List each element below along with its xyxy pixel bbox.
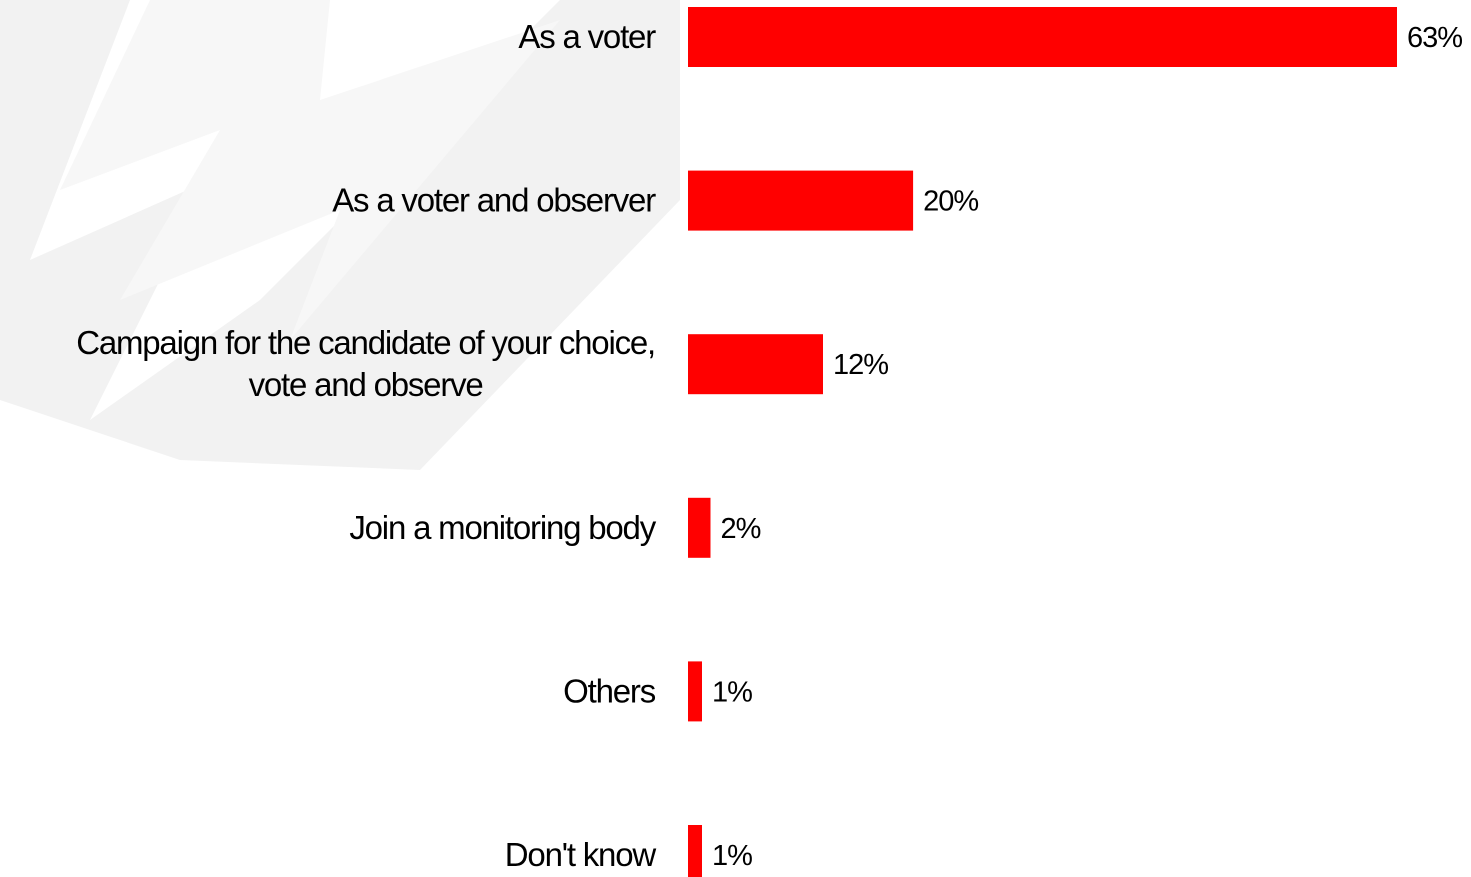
category-label: As a voter [518,18,657,55]
category-label: Join a monitoring body [349,509,658,546]
tick-label: As a voter and observer [332,182,656,219]
category-label: Don't know [505,836,658,873]
tick-label: vote and observe [249,366,483,403]
data-label: 1% [712,840,752,872]
value-labels: 63% 20% 12% 2% 1% 1% [712,22,1463,872]
bar [688,661,702,722]
data-label: 2% [721,513,761,545]
bar [688,334,823,395]
category-label: As a voter and observer [332,182,657,219]
category-label: Campaign for the candidate of your choic… [76,324,656,403]
tick-label: Don't know [505,836,657,873]
data-label: 20% [923,186,978,218]
tick-label: Others [563,672,656,709]
bar [688,825,702,877]
data-label: 1% [712,676,752,708]
category-label: Others [563,672,657,709]
tick-label: As a voter [518,18,656,55]
background-watermark [0,0,680,470]
bar [688,7,1397,67]
bars [688,7,1397,877]
category-labels: As a voter As a voter and observer Campaig… [76,18,658,873]
tick-label: Campaign for the candidate of your choic… [76,324,655,361]
data-label: 12% [833,349,888,381]
tick-label: Join a monitoring body [349,509,656,546]
bar [688,170,914,231]
data-label: 63% [1407,22,1462,54]
watermark-inner-shape [60,0,560,340]
bar [688,497,711,558]
